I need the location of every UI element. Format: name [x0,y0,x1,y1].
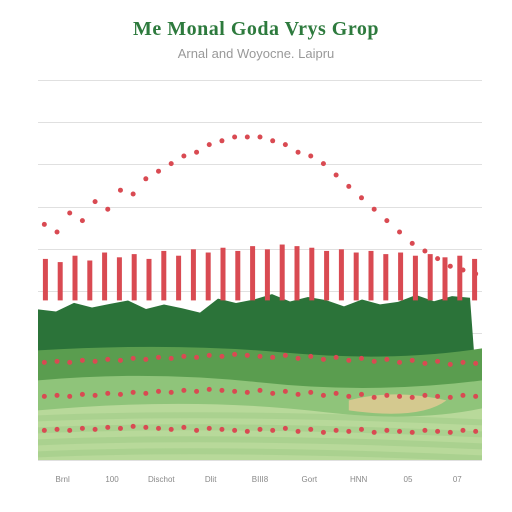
x-axis-label: 100 [87,475,136,484]
chart-subtitle: Arnal and Woyocne. Laipru [0,46,512,61]
x-axis-label: 07 [433,475,482,484]
x-axis-label: Gort [285,475,334,484]
x-axis-label: BIII8 [235,475,284,484]
x-axis-label: Dischot [137,475,186,484]
dots-layer [38,80,482,460]
x-axis-label: HNN [334,475,383,484]
x-axis-label: Brnl [38,475,87,484]
x-axis-label: Dlit [186,475,235,484]
x-axis-label: 05 [383,475,432,484]
x-axis-labels: Brnl100DischotDlitBIII8GortHNN0507 [38,475,482,484]
chart-area [38,80,482,460]
chart-title: Me Monal Goda Vrys Grop [0,18,512,41]
